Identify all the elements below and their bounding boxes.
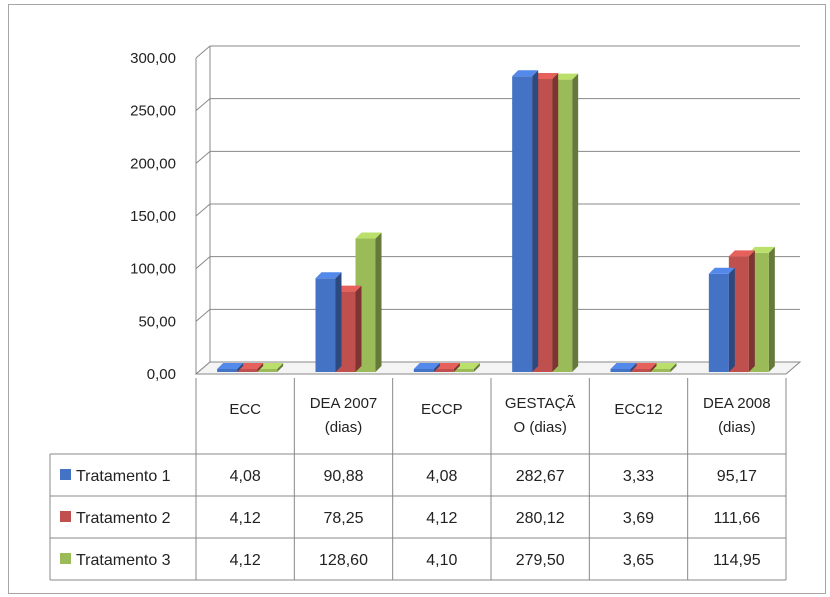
data-cell: 4,08 xyxy=(426,468,457,485)
bar xyxy=(433,369,454,372)
data-cell: 3,69 xyxy=(623,510,654,527)
bar-side xyxy=(728,267,735,372)
bar-top xyxy=(610,363,637,369)
bar-top xyxy=(708,267,735,274)
chart-frame xyxy=(8,4,826,594)
bar-top xyxy=(532,72,559,79)
legend-label: Tratamento 3 xyxy=(76,552,171,569)
bar-top xyxy=(257,363,284,369)
bar-top xyxy=(728,250,755,257)
data-cell: 4,12 xyxy=(230,552,261,569)
bar-side xyxy=(768,246,775,372)
data-cell: 282,67 xyxy=(516,468,565,485)
bar xyxy=(257,369,278,372)
bar-top xyxy=(217,363,244,369)
bar-side xyxy=(572,73,579,373)
bar-side xyxy=(670,363,677,372)
data-cell: 90,88 xyxy=(323,468,363,485)
bar-top xyxy=(453,363,480,369)
bar-side xyxy=(433,363,440,372)
category-label: ECC12 xyxy=(614,401,662,418)
bar-top xyxy=(748,246,775,253)
bar-top xyxy=(335,285,362,292)
data-cell: 3,65 xyxy=(623,552,654,569)
bar-side xyxy=(355,285,362,372)
bar-side xyxy=(453,363,460,372)
category-label: DEA 2008 xyxy=(703,395,771,412)
bar-side xyxy=(552,72,559,372)
bar-top xyxy=(650,363,677,369)
legend-label: Tratamento 2 xyxy=(76,510,171,527)
bar xyxy=(237,369,258,372)
bar xyxy=(650,369,671,372)
data-cell: 4,08 xyxy=(230,468,261,485)
data-cell: 279,50 xyxy=(516,552,565,569)
data-cell: 280,12 xyxy=(516,510,565,527)
bar xyxy=(512,76,533,372)
data-cell: 4,12 xyxy=(426,510,457,527)
y-tick-label: 0,00 xyxy=(147,366,176,383)
data-cell: 114,95 xyxy=(713,552,761,569)
y-tick-label: 50,00 xyxy=(138,313,176,330)
bar-top xyxy=(413,363,440,369)
data-cell: 111,66 xyxy=(714,510,761,527)
y-tick-label: 250,00 xyxy=(130,103,176,120)
bar-top xyxy=(355,232,382,239)
category-label: (dias) xyxy=(718,419,756,436)
legend-swatch xyxy=(60,511,71,522)
bar xyxy=(708,273,729,372)
data-cell: 95,17 xyxy=(717,468,757,485)
category-label: (dias) xyxy=(325,419,363,436)
bar xyxy=(630,369,651,372)
category-label: ECC xyxy=(229,401,261,418)
gridline-side xyxy=(195,256,211,270)
data-cell: 78,25 xyxy=(323,510,363,527)
y-tick-label: 100,00 xyxy=(130,261,176,278)
gridline-side xyxy=(195,45,211,59)
gridline-side xyxy=(195,150,211,164)
bar-side xyxy=(630,363,637,372)
bar-side xyxy=(748,250,755,372)
gridline-side xyxy=(195,203,211,217)
y-tick-label: 150,00 xyxy=(130,208,176,225)
data-cell: 128,60 xyxy=(319,552,368,569)
category-label: ECCP xyxy=(421,401,463,418)
bar-top xyxy=(630,363,657,369)
bar xyxy=(315,278,336,372)
y-tick-label: 300,00 xyxy=(130,50,176,67)
bar-side xyxy=(257,363,264,372)
category-label: O (dias) xyxy=(513,419,566,436)
bar-side xyxy=(237,363,244,372)
bar-side xyxy=(375,232,382,372)
bar-side xyxy=(277,363,284,372)
bar xyxy=(217,369,238,372)
bar-top xyxy=(237,363,264,369)
bar-side xyxy=(650,363,657,372)
bar xyxy=(610,369,631,372)
bar-side xyxy=(473,363,480,372)
data-cell: 4,12 xyxy=(230,510,261,527)
data-cell: 4,10 xyxy=(426,552,457,569)
legend-label: Tratamento 1 xyxy=(76,468,171,485)
category-label: GESTAÇÃ xyxy=(505,395,576,412)
gridline-side xyxy=(195,98,211,112)
bar-top xyxy=(433,363,460,369)
y-tick-label: 200,00 xyxy=(130,155,176,172)
bar xyxy=(453,369,474,372)
bar-side xyxy=(335,272,342,372)
data-cell: 3,33 xyxy=(623,468,654,485)
bar xyxy=(413,369,434,372)
bar-side xyxy=(532,70,539,372)
bar-top xyxy=(512,70,539,77)
bar-top xyxy=(552,73,579,80)
bar-top xyxy=(315,272,342,279)
gridline-side xyxy=(195,308,211,322)
legend-swatch xyxy=(60,553,71,564)
legend-swatch xyxy=(60,469,71,480)
category-label: DEA 2007 xyxy=(310,395,378,412)
